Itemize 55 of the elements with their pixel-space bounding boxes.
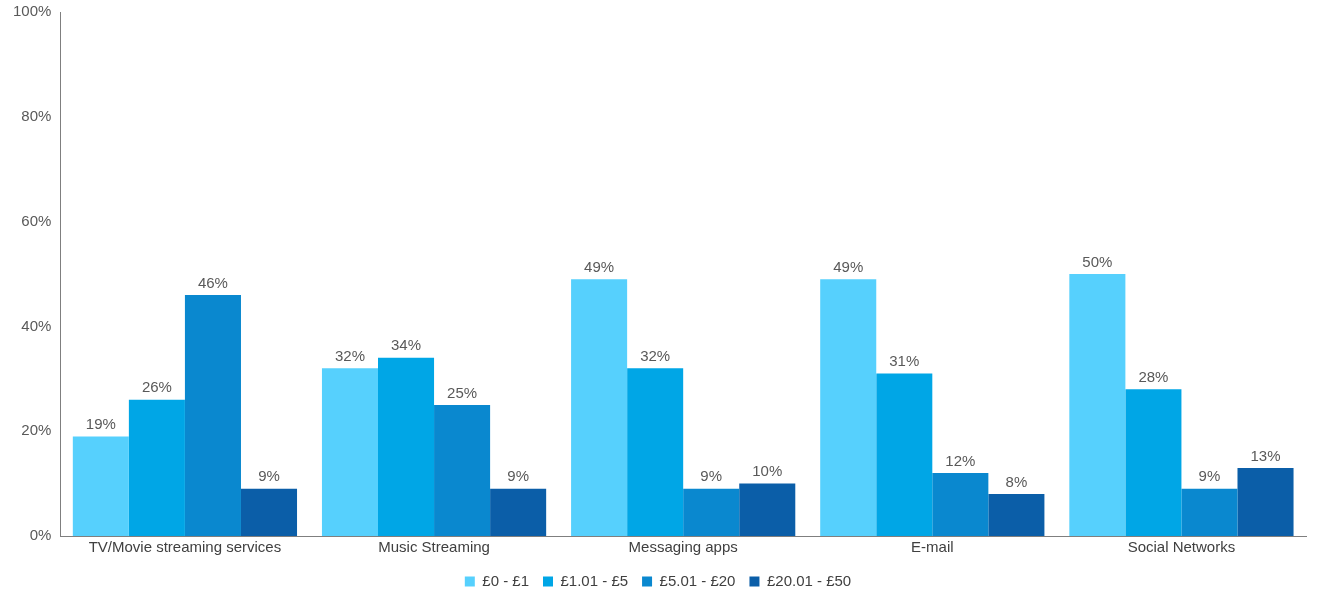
bar	[490, 488, 547, 536]
bar	[1181, 488, 1238, 536]
bar	[1125, 389, 1182, 536]
legend-label: £20.01 - £50	[766, 571, 852, 589]
x-tick-label: Messaging apps	[628, 538, 738, 556]
data-label: 9%	[258, 467, 280, 485]
bar	[571, 279, 628, 536]
bar	[434, 405, 491, 536]
bar	[72, 436, 129, 536]
data-label: 49%	[833, 257, 864, 275]
bar	[1237, 467, 1294, 536]
data-label: 13%	[1250, 446, 1281, 464]
bar	[321, 368, 378, 536]
y-tick-label: 20%	[21, 421, 52, 439]
y-tick-label: 40%	[21, 316, 52, 334]
data-label: 26%	[141, 378, 172, 396]
data-label: 25%	[447, 383, 478, 401]
data-label: 46%	[197, 273, 228, 291]
bar	[627, 368, 684, 536]
x-tick-label: E-mail	[911, 538, 954, 556]
legend-label: £0 - £1	[482, 571, 530, 589]
bar	[739, 483, 796, 536]
data-label: 10%	[752, 462, 783, 480]
data-label: 28%	[1138, 367, 1169, 385]
data-label: 19%	[85, 415, 116, 433]
bar	[683, 488, 740, 536]
x-tick-label: Music Streaming	[378, 538, 490, 556]
bar	[988, 494, 1045, 536]
data-label: 50%	[1082, 252, 1113, 270]
y-tick-label: 100%	[12, 2, 52, 20]
bar	[876, 373, 933, 536]
bar	[932, 473, 989, 536]
legend-label: £5.01 - £20	[659, 571, 736, 589]
data-label: 12%	[945, 451, 976, 469]
data-label: 8%	[1005, 472, 1028, 490]
bar	[378, 357, 435, 536]
data-label: 31%	[889, 352, 920, 370]
data-label: 32%	[334, 346, 365, 364]
bar	[820, 279, 877, 536]
bar	[184, 294, 241, 536]
bar	[1069, 274, 1126, 536]
data-label: 34%	[391, 336, 422, 354]
data-label: 32%	[640, 346, 671, 364]
y-tick-label: 80%	[21, 106, 52, 124]
bar	[128, 399, 185, 536]
data-label: 9%	[507, 467, 529, 485]
data-label: 49%	[584, 257, 615, 275]
y-tick-label: 0%	[29, 526, 52, 544]
legend-label: £1.01 - £5	[560, 571, 629, 589]
x-tick-label: TV/Movie streaming services	[88, 538, 282, 556]
bar	[240, 488, 298, 536]
y-tick-label: 60%	[21, 211, 52, 229]
data-label: 9%	[1198, 467, 1221, 485]
data-label: 9%	[700, 467, 723, 485]
x-tick-label: Social Networks	[1127, 538, 1236, 556]
